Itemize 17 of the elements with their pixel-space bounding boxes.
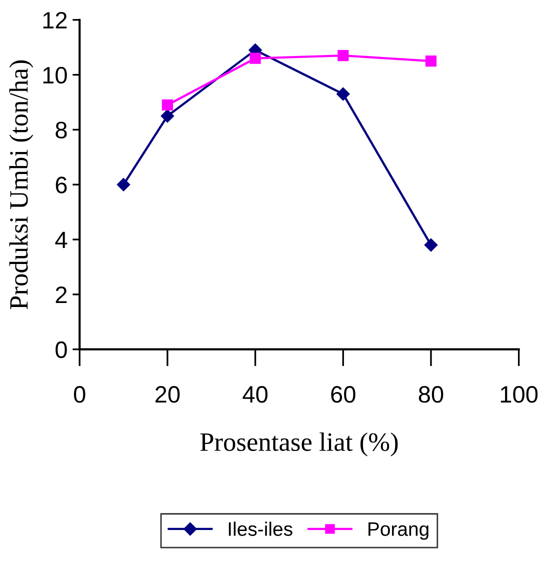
- x-tick-label: 20: [156, 386, 180, 403]
- legend-label: Porang: [368, 522, 428, 540]
- y-tick-label: 12: [43, 12, 67, 28]
- legend-label: Iles-iles: [228, 522, 292, 536]
- y-tick-label: 2: [56, 286, 67, 303]
- x-tick-label: 100: [500, 386, 538, 403]
- y-tick-label: 6: [56, 176, 67, 194]
- x-tick-label: 80: [418, 386, 444, 403]
- x-tick-label: 60: [331, 386, 356, 403]
- y-tick-label: 8: [56, 122, 67, 138]
- y-tick-label: 0: [56, 341, 67, 358]
- y-tick-label: 10: [43, 66, 67, 84]
- y-axis-title: Produksi Umbi (ton/ha): [9, 60, 34, 310]
- y-tick-label: 4: [55, 232, 68, 248]
- x-axis-title: Prosentase liat (%): [200, 432, 398, 456]
- x-tick-label: 40: [242, 386, 268, 403]
- x-tick-label: 0: [74, 386, 86, 403]
